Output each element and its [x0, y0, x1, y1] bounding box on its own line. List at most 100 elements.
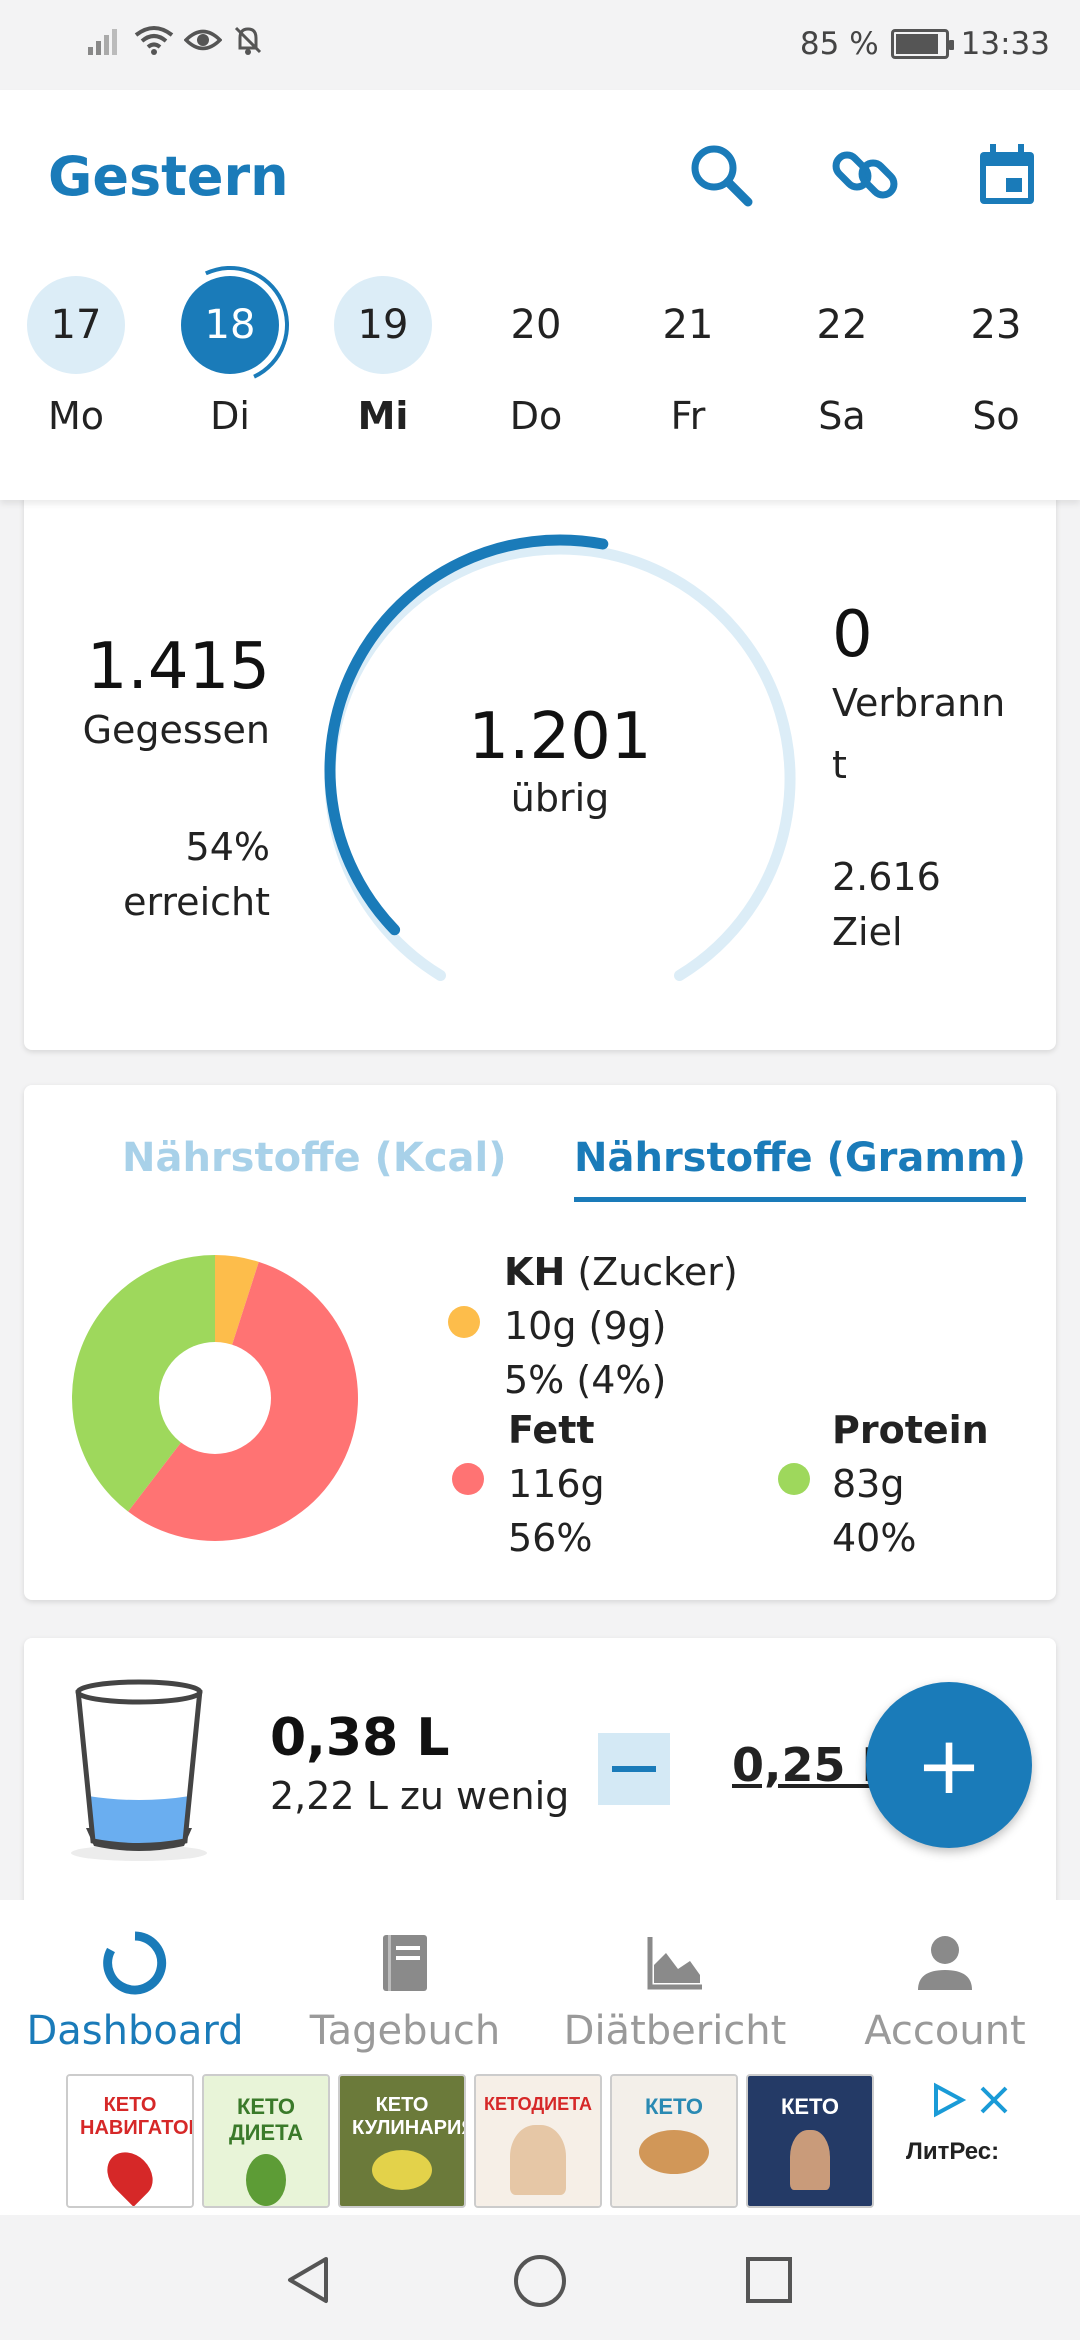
- protein-grams: 83g: [832, 1462, 905, 1506]
- achieved-percent: 54%: [185, 825, 270, 869]
- water-decrease-button[interactable]: [598, 1733, 670, 1805]
- ad-book-title: КЕТО КУЛИНАРИЯ: [352, 2094, 466, 2139]
- day-18[interactable]: 18 Di: [175, 276, 285, 438]
- ad-brand-logo: ЛитРес:: [906, 2138, 1000, 2165]
- burned-label-line1: Verbrann: [832, 681, 1006, 725]
- calorie-summary-card[interactable]: 1.415 Gegessen 54% erreicht 1.201 übrig …: [24, 490, 1056, 1050]
- protein-dot: [778, 1463, 810, 1495]
- day-20[interactable]: 20 Do: [481, 276, 591, 438]
- ad-book-6[interactable]: КЕТО: [746, 2074, 874, 2208]
- day-19[interactable]: 19 Mi: [328, 276, 438, 438]
- carbs-dot: [448, 1306, 480, 1338]
- protein-percent: 40%: [832, 1516, 917, 1560]
- burned-value: 0: [832, 598, 873, 672]
- dashboard-icon: [103, 1931, 167, 1995]
- nav-account[interactable]: Account: [810, 1928, 1080, 2054]
- protein-slice: [71, 1255, 215, 1512]
- day-name: Sa: [818, 394, 866, 438]
- ad-book-2[interactable]: КЕТО ДИЕТА: [202, 2074, 330, 2208]
- nutrient-card: Nährstoffe (Kcal) Nährstoffe (Gramm) KH …: [24, 1085, 1056, 1600]
- page-title: Gestern: [48, 145, 289, 208]
- fat-title: Fett: [508, 1408, 595, 1452]
- ad-book-title: КЕТО ДИЕТА: [228, 2094, 304, 2145]
- water-amount: 0,38 L: [270, 1708, 450, 1768]
- nav-diet-report[interactable]: Diätbericht: [540, 1928, 810, 2054]
- ad-book-3[interactable]: КЕТО КУЛИНАРИЯ: [338, 2074, 466, 2208]
- day-number: 19: [334, 276, 432, 374]
- macro-donut-chart: [71, 1255, 358, 1541]
- protein-title: Protein: [832, 1408, 989, 1452]
- fat-percent: 56%: [508, 1516, 593, 1560]
- search-icon[interactable]: [686, 140, 756, 210]
- recents-icon[interactable]: [744, 2255, 794, 2305]
- tab-nutrients-kcal[interactable]: Nährstoffe (Kcal): [122, 1135, 507, 1181]
- system-navigation-bar: [0, 2215, 1080, 2340]
- app-header: Gestern 17 Mo 18 Di 19 Mi 20 Do 2: [0, 90, 1080, 500]
- nav-label: Diätbericht: [563, 2008, 787, 2054]
- bottom-navigation: Dashboard Tagebuch Diätbericht: [0, 1900, 1080, 2070]
- back-icon[interactable]: [282, 2253, 334, 2307]
- eaten-value: 1.415: [86, 630, 270, 704]
- day-number: 17: [27, 276, 125, 374]
- day-name: Fr: [670, 394, 706, 438]
- nutrient-tabs: Nährstoffe (Kcal) Nährstoffe (Gramm): [24, 1135, 1056, 1215]
- eye-icon: [184, 29, 222, 51]
- day-number: 23: [970, 302, 1022, 348]
- ad-banner[interactable]: КЕТО НАВИГАТОР КЕТО ДИЕТА КЕТО КУЛИНАРИЯ…: [0, 2070, 1080, 2215]
- ad-book-5[interactable]: КЕТО: [610, 2074, 738, 2208]
- link-icon[interactable]: [830, 140, 900, 210]
- day-name: Di: [210, 394, 250, 438]
- signal-icon: [88, 29, 117, 55]
- eaten-label: Gegessen: [82, 708, 270, 752]
- home-icon[interactable]: [512, 2253, 568, 2309]
- fat-grams: 116g: [508, 1462, 605, 1506]
- goal-label: Ziel: [832, 910, 903, 954]
- day-number: 20: [510, 302, 562, 348]
- day-21[interactable]: 21 Fr: [633, 276, 743, 438]
- plus-icon: +: [915, 1718, 983, 1812]
- burned-label-line2: t: [832, 743, 847, 787]
- water-step-amount[interactable]: 0,25 L: [732, 1738, 891, 1792]
- ad-close-icon[interactable]: [976, 2082, 1012, 2118]
- calendar-icon[interactable]: [972, 140, 1042, 210]
- book-icon: [383, 1935, 427, 1991]
- week-selector: 17 Mo 18 Di 19 Mi 20 Do 21 Fr 22 Sa 23 S…: [0, 276, 1080, 476]
- day-number: 22: [816, 302, 868, 348]
- nav-label: Dashboard: [26, 2008, 244, 2054]
- carbs-subtitle: (Zucker): [565, 1250, 738, 1294]
- battery-icon: [890, 29, 954, 59]
- day-23[interactable]: 23 So: [941, 276, 1051, 438]
- person-icon: [918, 1936, 972, 1990]
- battery-percent: 85 %: [799, 26, 879, 62]
- chart-icon: [647, 1937, 702, 1990]
- nav-label: Tagebuch: [309, 2008, 501, 2054]
- ad-book-title: КЕТО: [780, 2094, 840, 2119]
- ad-book-4[interactable]: КЕТОДИЕТА: [474, 2074, 602, 2208]
- nav-diary[interactable]: Tagebuch: [270, 1928, 540, 2054]
- day-17[interactable]: 17 Mo: [21, 276, 131, 438]
- calorie-gauge: [324, 534, 796, 981]
- nav-label: Account: [864, 2008, 1026, 2054]
- water-deficit: 2,22 L zu wenig: [270, 1774, 570, 1818]
- day-name: Mi: [357, 394, 409, 438]
- nav-dashboard[interactable]: Dashboard: [0, 1928, 270, 2054]
- ad-book-title: КЕТО: [644, 2094, 704, 2119]
- minus-icon: [612, 1766, 656, 1772]
- ad-choices-icon[interactable]: [928, 2080, 968, 2120]
- day-name: So: [972, 394, 1020, 438]
- add-entry-button[interactable]: +: [866, 1682, 1032, 1848]
- tab-nutrients-gram[interactable]: Nährstoffe (Gramm): [574, 1135, 1027, 1202]
- wifi-icon: [134, 26, 174, 55]
- carbs-title: KH: [504, 1250, 566, 1294]
- day-name: Do: [509, 394, 563, 438]
- carbs-percent: 5% (4%): [504, 1358, 667, 1402]
- goal-value: 2.616: [832, 855, 941, 899]
- ad-book-title: КЕТО НАВИГАТОР: [80, 2094, 194, 2139]
- remaining-value: 1.201: [468, 700, 652, 774]
- achieved-label: erreicht: [123, 880, 270, 924]
- ad-book-1[interactable]: КЕТО НАВИГАТОР: [66, 2074, 194, 2208]
- day-22[interactable]: 22 Sa: [787, 276, 897, 438]
- remaining-label: übrig: [510, 776, 610, 820]
- status-bar: 85 % 13:33: [0, 0, 1080, 90]
- mute-bell-icon: [234, 26, 262, 55]
